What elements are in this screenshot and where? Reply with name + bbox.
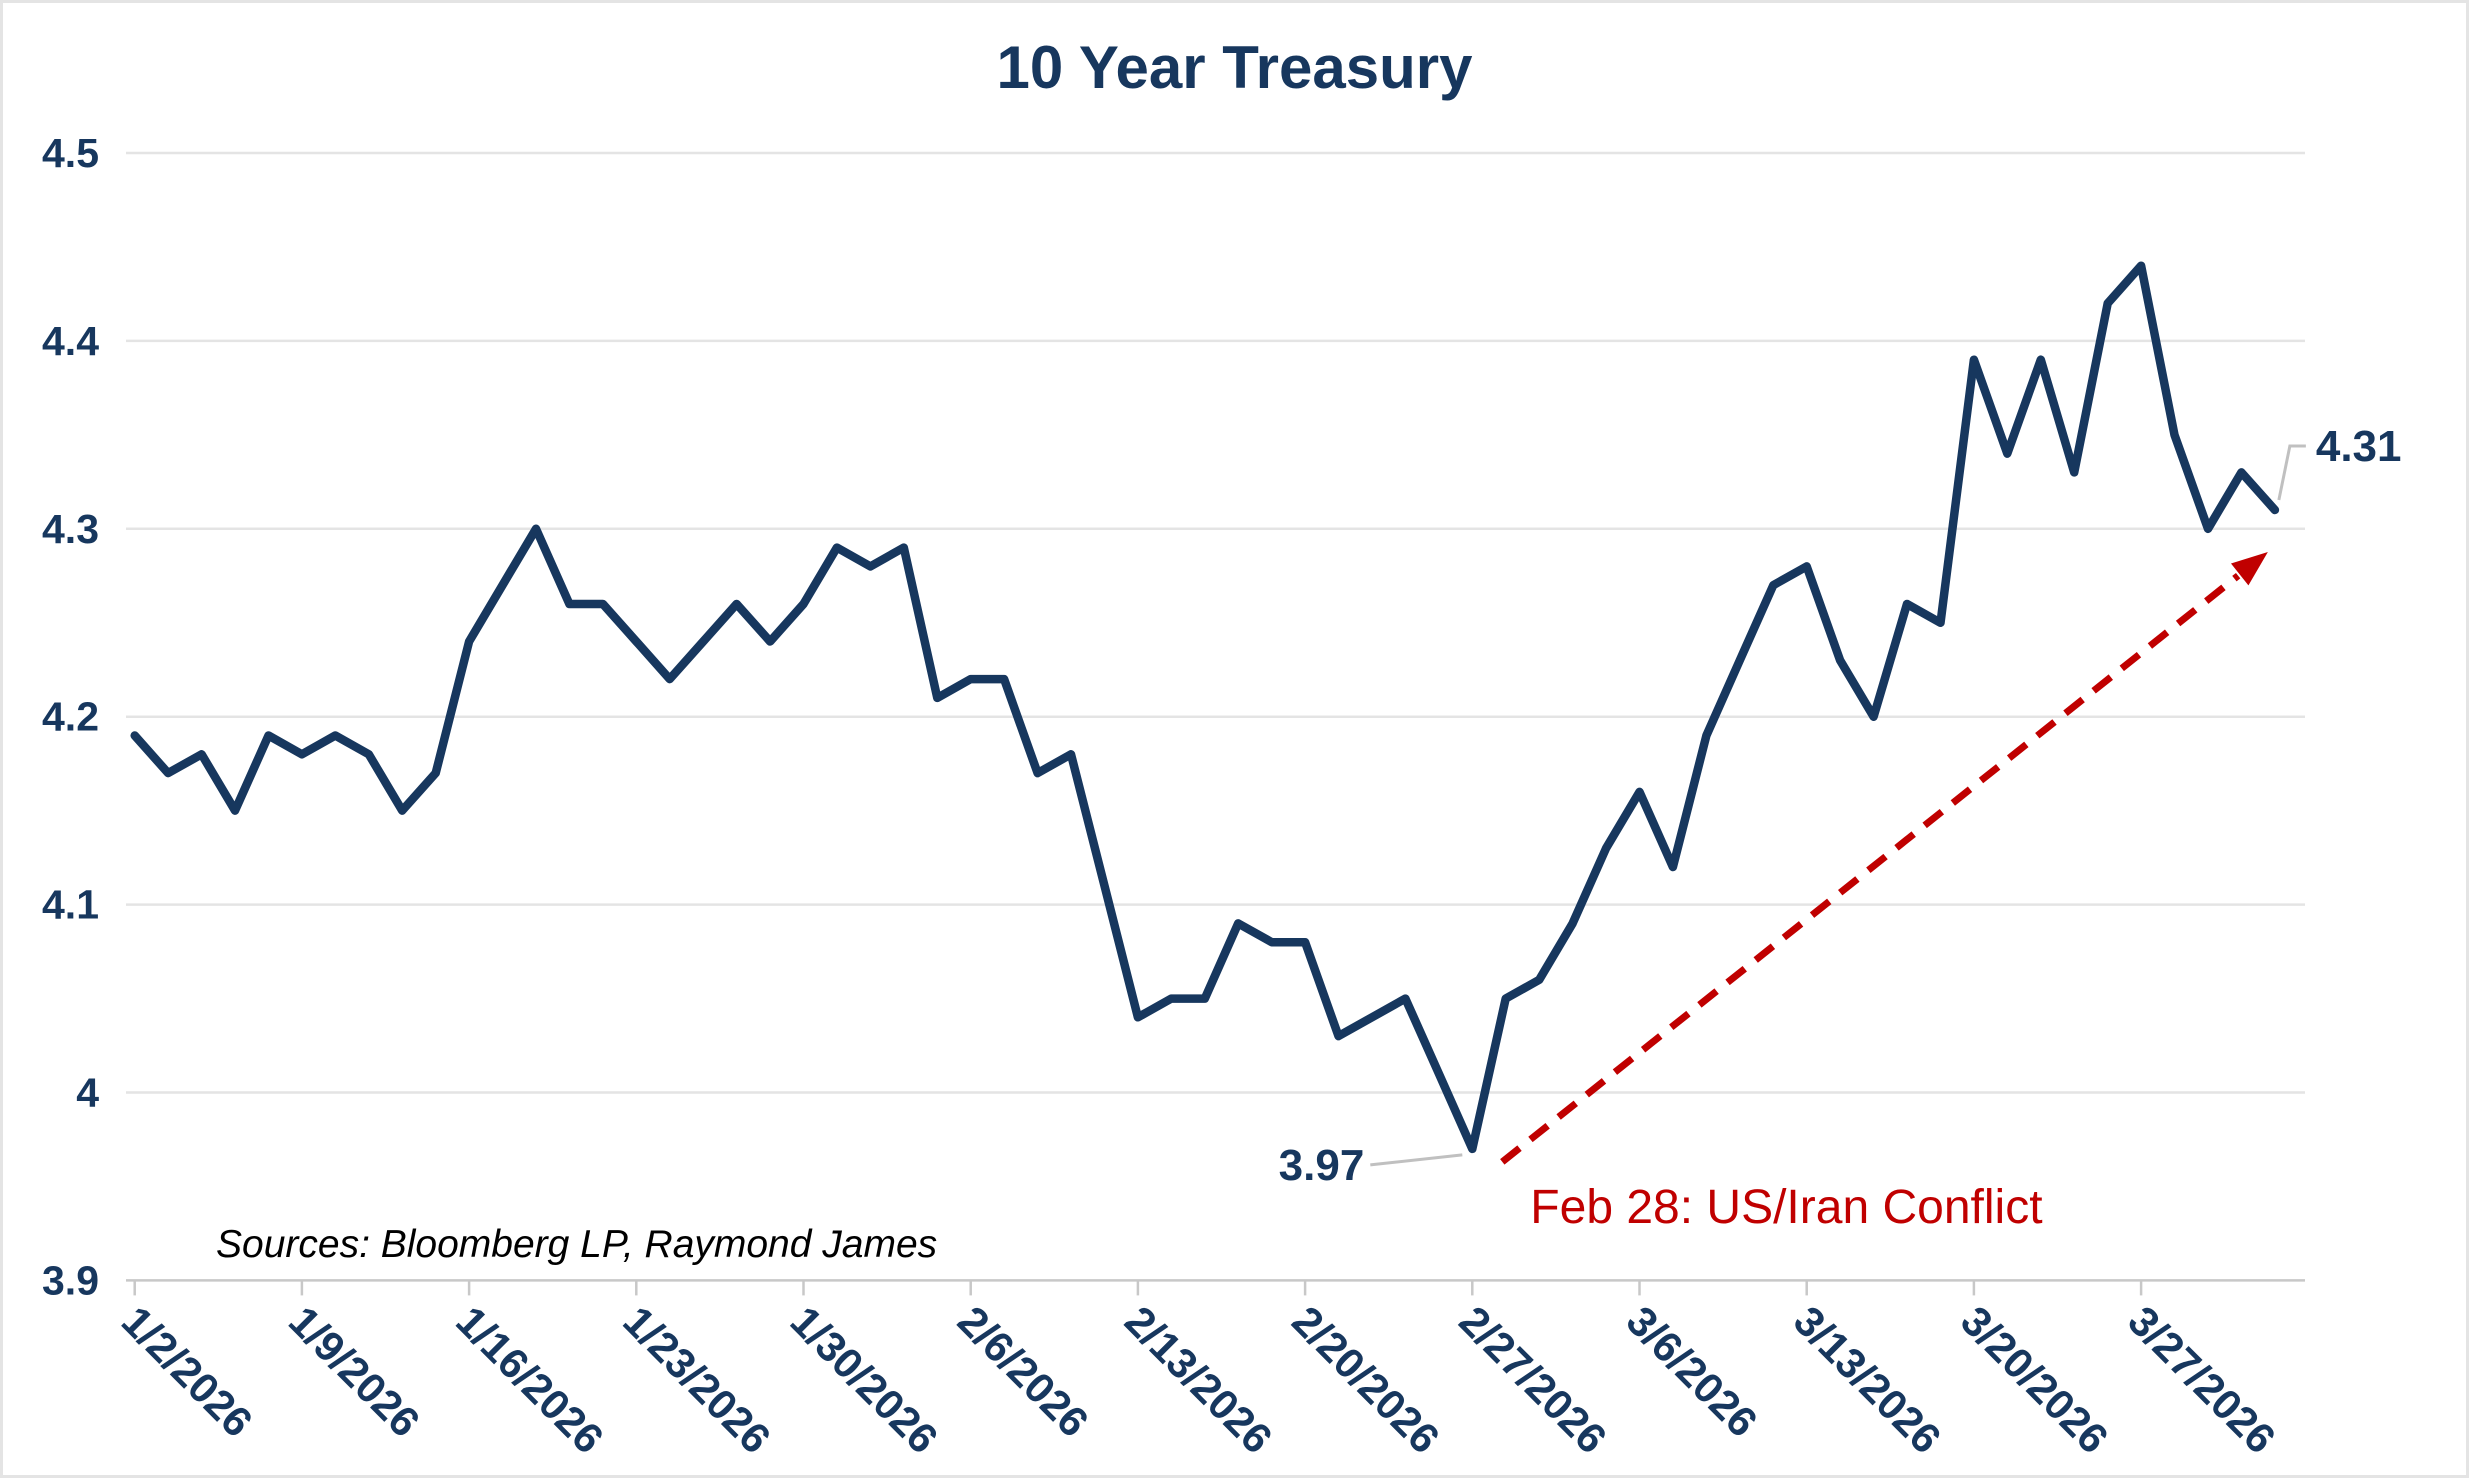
x-axis-label: 1/2/2026	[113, 1297, 262, 1446]
x-axis-label: 1/9/2026	[280, 1297, 429, 1446]
x-axis-label: 3/13/2026	[1785, 1297, 1950, 1462]
event-arrow-dashed-line	[1500, 572, 2241, 1165]
y-axis-label: 3.9	[42, 1257, 99, 1303]
x-axis-label: 3/20/2026	[1952, 1297, 2117, 1462]
low-point-leader-line	[1370, 1153, 1463, 1167]
x-axis-label: 2/27/2026	[1450, 1297, 1615, 1462]
x-axis-label: 1/16/2026	[447, 1297, 612, 1462]
y-axis-label: 4	[76, 1070, 99, 1116]
x-axis-label: 1/23/2026	[614, 1297, 779, 1462]
y-axis-label: 4.3	[42, 506, 99, 552]
low-point-label: 3.97	[1279, 1141, 1365, 1190]
event-annotation-label: Feb 28: US/Iran Conflict	[1530, 1181, 2042, 1234]
y-axis-label: 4.4	[42, 318, 99, 364]
x-axis-label: 3/27/2026	[2119, 1297, 2284, 1462]
x-axis-label: 2/20/2026	[1283, 1297, 1448, 1462]
page-title: 10 Year Treasury	[996, 34, 1473, 101]
end-point-label: 4.31	[2316, 422, 2402, 471]
y-axis-label: 4.1	[42, 882, 99, 928]
event-arrow-head	[2230, 552, 2268, 586]
source-note: Sources: Bloomberg LP, Raymond James	[216, 1223, 938, 1266]
x-axis-label: 2/6/2026	[949, 1297, 1098, 1446]
x-axis-label: 3/6/2026	[1618, 1297, 1767, 1446]
treasury-line	[130, 261, 2280, 1154]
y-axis-label: 4.2	[42, 694, 99, 740]
treasury-chart-svg: 4.5 4.4 4.3 4.2 4.1 4 3.9 1/2/2026 1/9/2026 1/16/…	[42, 130, 2402, 1462]
x-axis-label: 1/30/2026	[782, 1297, 947, 1462]
end-point-leader-line	[2277, 444, 2306, 501]
y-axis-label: 4.5	[42, 130, 99, 176]
x-axis-label: 2/13/2026	[1116, 1297, 1281, 1462]
